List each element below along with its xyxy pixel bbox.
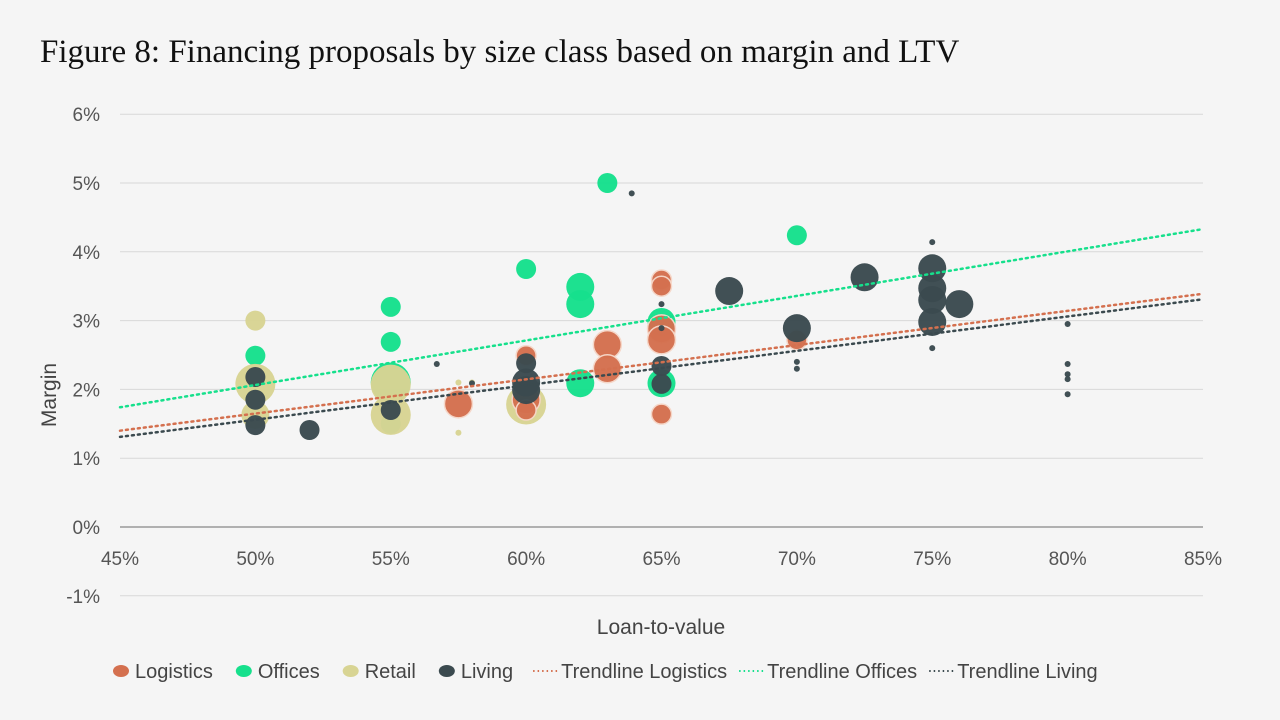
bubble-logistics [650, 275, 673, 297]
bubble-living [651, 373, 672, 394]
bubble-offices [566, 369, 595, 398]
x-tick-label: 55% [372, 549, 410, 570]
x-tick-label: 65% [642, 549, 680, 570]
bubble-living [245, 389, 266, 410]
legend-marker-logistics [113, 665, 129, 677]
y-axis-label: Margin [38, 363, 61, 427]
bubble-offices [380, 331, 401, 352]
bubble-living [1064, 371, 1071, 378]
bubble-living [1064, 376, 1071, 383]
bubble-living [512, 368, 541, 397]
bubble-living [245, 367, 266, 388]
x-axis-label: Loan-to-value [597, 616, 725, 639]
trendline-logistics [118, 292, 1205, 432]
bubble-living [918, 285, 947, 314]
bubble-living [468, 380, 475, 387]
bubble-living [793, 365, 800, 372]
legend-marker-retail [342, 665, 359, 677]
bubble-living [929, 345, 936, 352]
bubble-living [433, 360, 440, 367]
y-tick-label: 6% [73, 105, 101, 126]
legend-label: Retail [365, 661, 416, 683]
legend-marker-offices [235, 665, 252, 677]
x-tick-label: 75% [913, 549, 951, 570]
bubble-living [658, 301, 665, 308]
bubble-living [715, 277, 744, 306]
legend-label: Trendline Offices [767, 661, 917, 683]
bubble-living [1064, 391, 1071, 398]
legend-label: Trendline Logistics [561, 661, 727, 683]
y-tick-label: 0% [73, 518, 101, 539]
x-tick-label: 85% [1184, 549, 1222, 570]
bubble-living [628, 190, 635, 197]
bubble-logistics [443, 389, 474, 419]
x-tick-label: 70% [778, 549, 816, 570]
bubble-living [380, 400, 401, 421]
bubble-retail [455, 429, 462, 436]
bubble-living [929, 239, 936, 246]
bubble-living [782, 314, 811, 343]
y-tick-label: 2% [73, 380, 101, 401]
bubble-living [1064, 360, 1071, 367]
bubble-offices [380, 296, 401, 317]
legend-label: Offices [258, 661, 320, 683]
chart-title: Figure 8: Financing proposals by size cl… [40, 34, 960, 70]
y-tick-label: -1% [66, 587, 100, 608]
legend-marker-living [438, 665, 455, 677]
trendline-offices [118, 227, 1205, 409]
bubble-living [658, 325, 665, 332]
bubble-offices [516, 259, 537, 279]
x-tick-label: 45% [101, 549, 139, 570]
legend-label: Logistics [135, 661, 213, 683]
y-tick-label: 3% [73, 312, 101, 333]
x-tick-label: 80% [1049, 549, 1087, 570]
bubble-retail [245, 310, 266, 331]
bubble-living [1064, 321, 1071, 328]
bubble-living [945, 290, 974, 319]
bubble-offices [597, 173, 618, 193]
x-tick-label: 50% [236, 549, 274, 570]
bubble-offices [566, 290, 595, 319]
trendline-living [118, 298, 1205, 439]
bubble-living [516, 353, 537, 374]
bubble-living [793, 358, 800, 365]
bubble-offices [245, 345, 266, 366]
legend-label: Trendline Living [957, 661, 1097, 683]
bubble-logistics [650, 403, 673, 425]
y-tick-label: 1% [73, 449, 101, 470]
bubble-living [299, 419, 320, 440]
y-tick-label: 4% [73, 243, 101, 264]
bubble-offices [786, 225, 807, 246]
legend-label: Living [461, 661, 513, 683]
x-tick-label: 60% [507, 549, 545, 570]
bubble-retail [455, 379, 462, 386]
y-tick-label: 5% [73, 174, 101, 195]
